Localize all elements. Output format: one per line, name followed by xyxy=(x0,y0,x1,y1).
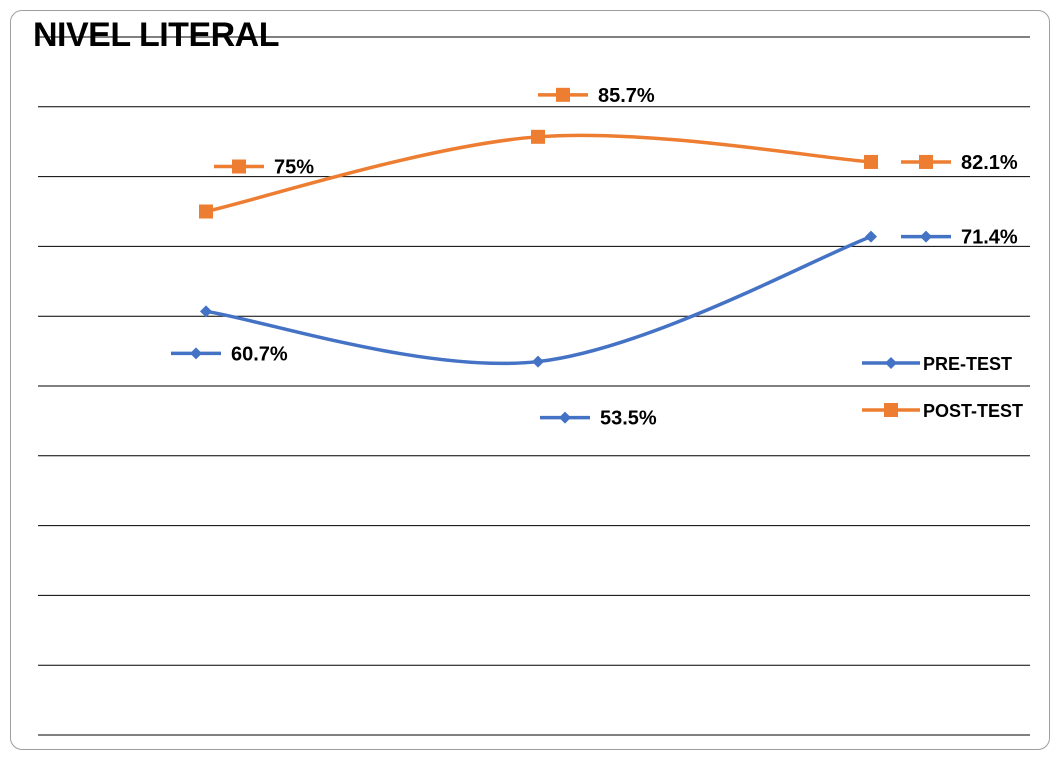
legend: PRE-TEST POST-TEST xyxy=(862,354,1023,421)
data-label-text: 60.7% xyxy=(231,343,288,365)
series-line xyxy=(204,234,873,366)
data-point xyxy=(532,355,544,368)
data-point xyxy=(531,129,545,144)
data-point xyxy=(864,154,878,169)
legend-item: PRE-TEST xyxy=(862,354,1012,374)
data-label-text: 53.5% xyxy=(600,408,657,430)
data-label-key-marker xyxy=(919,154,933,169)
chart-title: NIVEL LITERAL xyxy=(33,16,280,54)
data-label-text: 85.7% xyxy=(598,85,655,107)
data-point xyxy=(199,204,213,219)
data-label-key-marker xyxy=(190,347,202,360)
legend-label: PRE-TEST xyxy=(923,354,1012,374)
data-label-key-marker xyxy=(920,230,932,243)
data-label: 71.4% xyxy=(901,227,1018,249)
legend-key-marker xyxy=(885,357,897,369)
data-label-text: 71.4% xyxy=(961,227,1018,249)
data-label-key-marker xyxy=(232,159,246,174)
legend-label: POST-TEST xyxy=(923,401,1023,421)
data-label: 85.7% xyxy=(538,85,655,107)
data-labels: 60.7% 53.5% 71.4% 75% 85.7% 82.1% xyxy=(171,85,1018,430)
data-label-text: 75% xyxy=(274,157,314,179)
legend-key-marker xyxy=(884,403,898,417)
data-label: 82.1% xyxy=(901,152,1018,174)
data-label-key-marker xyxy=(559,411,571,424)
data-label: 60.7% xyxy=(171,343,288,365)
chart-frame xyxy=(10,10,1050,750)
series-lines xyxy=(199,129,878,368)
data-label-key-marker xyxy=(556,87,570,102)
legend-item: POST-TEST xyxy=(862,401,1023,421)
data-label: 75% xyxy=(214,157,314,179)
data-point xyxy=(865,230,877,243)
data-label-text: 82.1% xyxy=(961,152,1018,174)
data-point xyxy=(200,305,212,318)
data-label: 53.5% xyxy=(540,408,657,430)
gridlines xyxy=(38,36,1030,736)
